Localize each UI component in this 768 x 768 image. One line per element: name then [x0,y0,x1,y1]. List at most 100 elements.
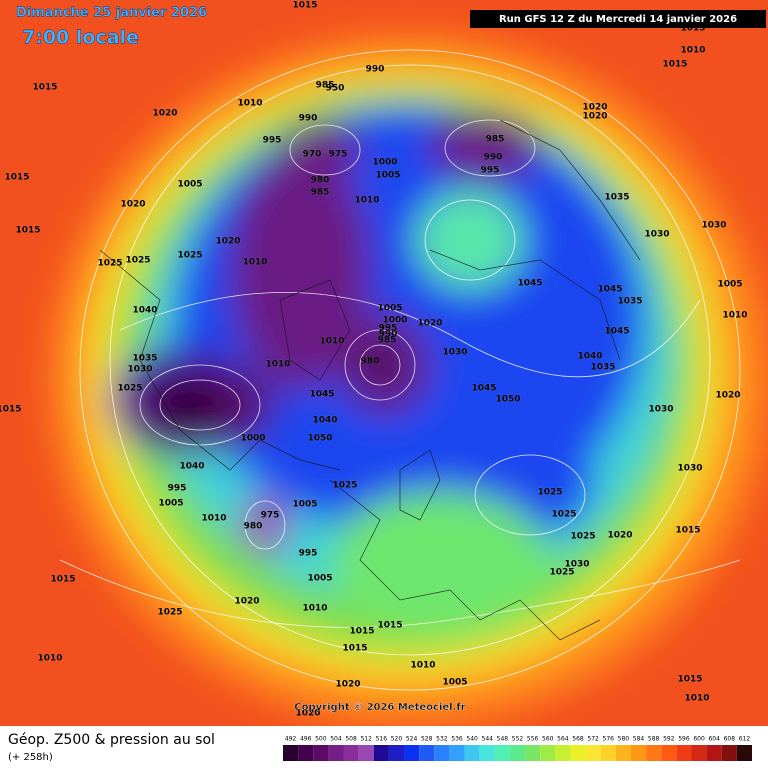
scale-swatch [449,745,465,761]
pressure-label: 1015 [292,1,317,11]
scale-swatch [373,745,389,761]
scale-swatch [721,745,737,761]
pressure-label: 1005 [307,574,332,584]
pressure-label: 1020 [582,103,607,113]
scale-label: 532 [436,736,448,743]
pressure-label: 1025 [97,259,122,269]
scale-swatch [706,745,722,761]
pressure-label: 1000 [372,158,397,168]
pressure-label: 1020 [715,391,740,401]
purple-arctic [230,150,370,390]
pressure-label: 1005 [717,280,742,290]
pressure-label: 995 [481,166,500,176]
scale-swatch [404,745,420,761]
pressure-label: 1015 [4,173,29,183]
isobar [474,454,586,536]
pressure-label: 995 [299,549,318,559]
scale-label: 492 [285,736,297,743]
pressure-label: 1015 [377,621,402,631]
purple-north [280,120,360,180]
scale-label: 496 [300,736,312,743]
pressure-label: 1020 [120,200,145,210]
pressure-label: 1020 [607,531,632,541]
pressure-label: 1005 [292,500,317,510]
run-banner [470,10,766,28]
pressure-label: 1010 [37,654,62,664]
pressure-label: 1030 [442,348,467,358]
scale-label: 560 [542,736,554,743]
pressure-label: 1025 [332,481,357,491]
pressure-label: 1050 [495,395,520,405]
pressure-label: 975 [329,150,348,160]
pressure-label: 1015 [342,644,367,654]
scale-label: 508 [345,736,357,743]
scale-swatch [298,745,314,761]
pressure-label: 1010 [201,514,226,524]
scale-swatch [343,745,359,761]
scale-label: 512 [360,736,372,743]
pressure-label: 1025 [125,256,150,266]
scale-label: 520 [391,736,403,743]
run-label: Run GFS 12 Z du Mercredi 14 janvier 2026 [499,14,737,25]
scale-swatch [585,745,601,761]
scale-swatch [615,745,631,761]
isobar [344,329,416,401]
pressure-label: 1015 [32,83,57,93]
pressure-label: 1015 [0,405,22,415]
pressure-label: 1020 [582,112,607,122]
scale-label: 568 [572,736,584,743]
pressure-label: 980 [244,522,263,532]
coastline [499,119,641,261]
pressure-label: 1020 [295,709,320,719]
scale-label: 548 [497,736,509,743]
isobar [109,64,711,656]
pressure-label: 990 [299,114,318,124]
scale-label: 556 [527,736,539,743]
purple-pacific [430,110,540,180]
pressure-label: 1015 [662,60,687,70]
pressure-label: 990 [484,153,503,163]
pressure-label: 1005 [177,180,202,190]
isobar [59,559,741,628]
isobar [244,500,286,550]
scale-label: 608 [724,736,736,743]
green-europe [330,490,550,630]
pressure-label: 1035 [132,354,157,364]
legend-title: Géop. Z500 & pression au sol [8,732,215,748]
pressure-label: 975 [261,511,280,521]
scale-label: 528 [421,736,433,743]
scale-label: 612 [739,736,751,743]
pressure-label: 1040 [132,306,157,316]
scale-swatch [283,745,299,761]
core-dark-2 [362,350,398,380]
copyright: Copyright © 2026 Meteociel.fr [294,702,465,713]
pressure-label: 950 [326,84,345,94]
isobar [159,379,241,431]
isobar [424,199,516,281]
pressure-label: 1005 [442,678,467,688]
pressure-label: 1010 [722,311,747,321]
isobars [59,49,741,691]
pressure-label: 1045 [471,384,496,394]
coastline [429,249,621,361]
scale-swatch [691,745,707,761]
scale-swatch [358,745,374,761]
pressure-label: 995 [263,136,282,146]
scale-swatch [525,745,541,761]
geopotential-field [50,35,768,725]
scale-swatch [661,745,677,761]
scale-swatch [328,745,344,761]
pressure-label: 1015 [50,575,75,585]
isobar [289,124,361,176]
pressure-label: 1025 [117,384,142,394]
pressure-label: 1010 [684,694,709,704]
pressure-label: 980 [361,357,380,367]
scale-label: 580 [618,736,630,743]
scale-label: 524 [406,736,418,743]
pressure-label: 1015 [15,226,40,236]
scale-swatch [736,745,752,761]
scale-label: 544 [482,736,494,743]
